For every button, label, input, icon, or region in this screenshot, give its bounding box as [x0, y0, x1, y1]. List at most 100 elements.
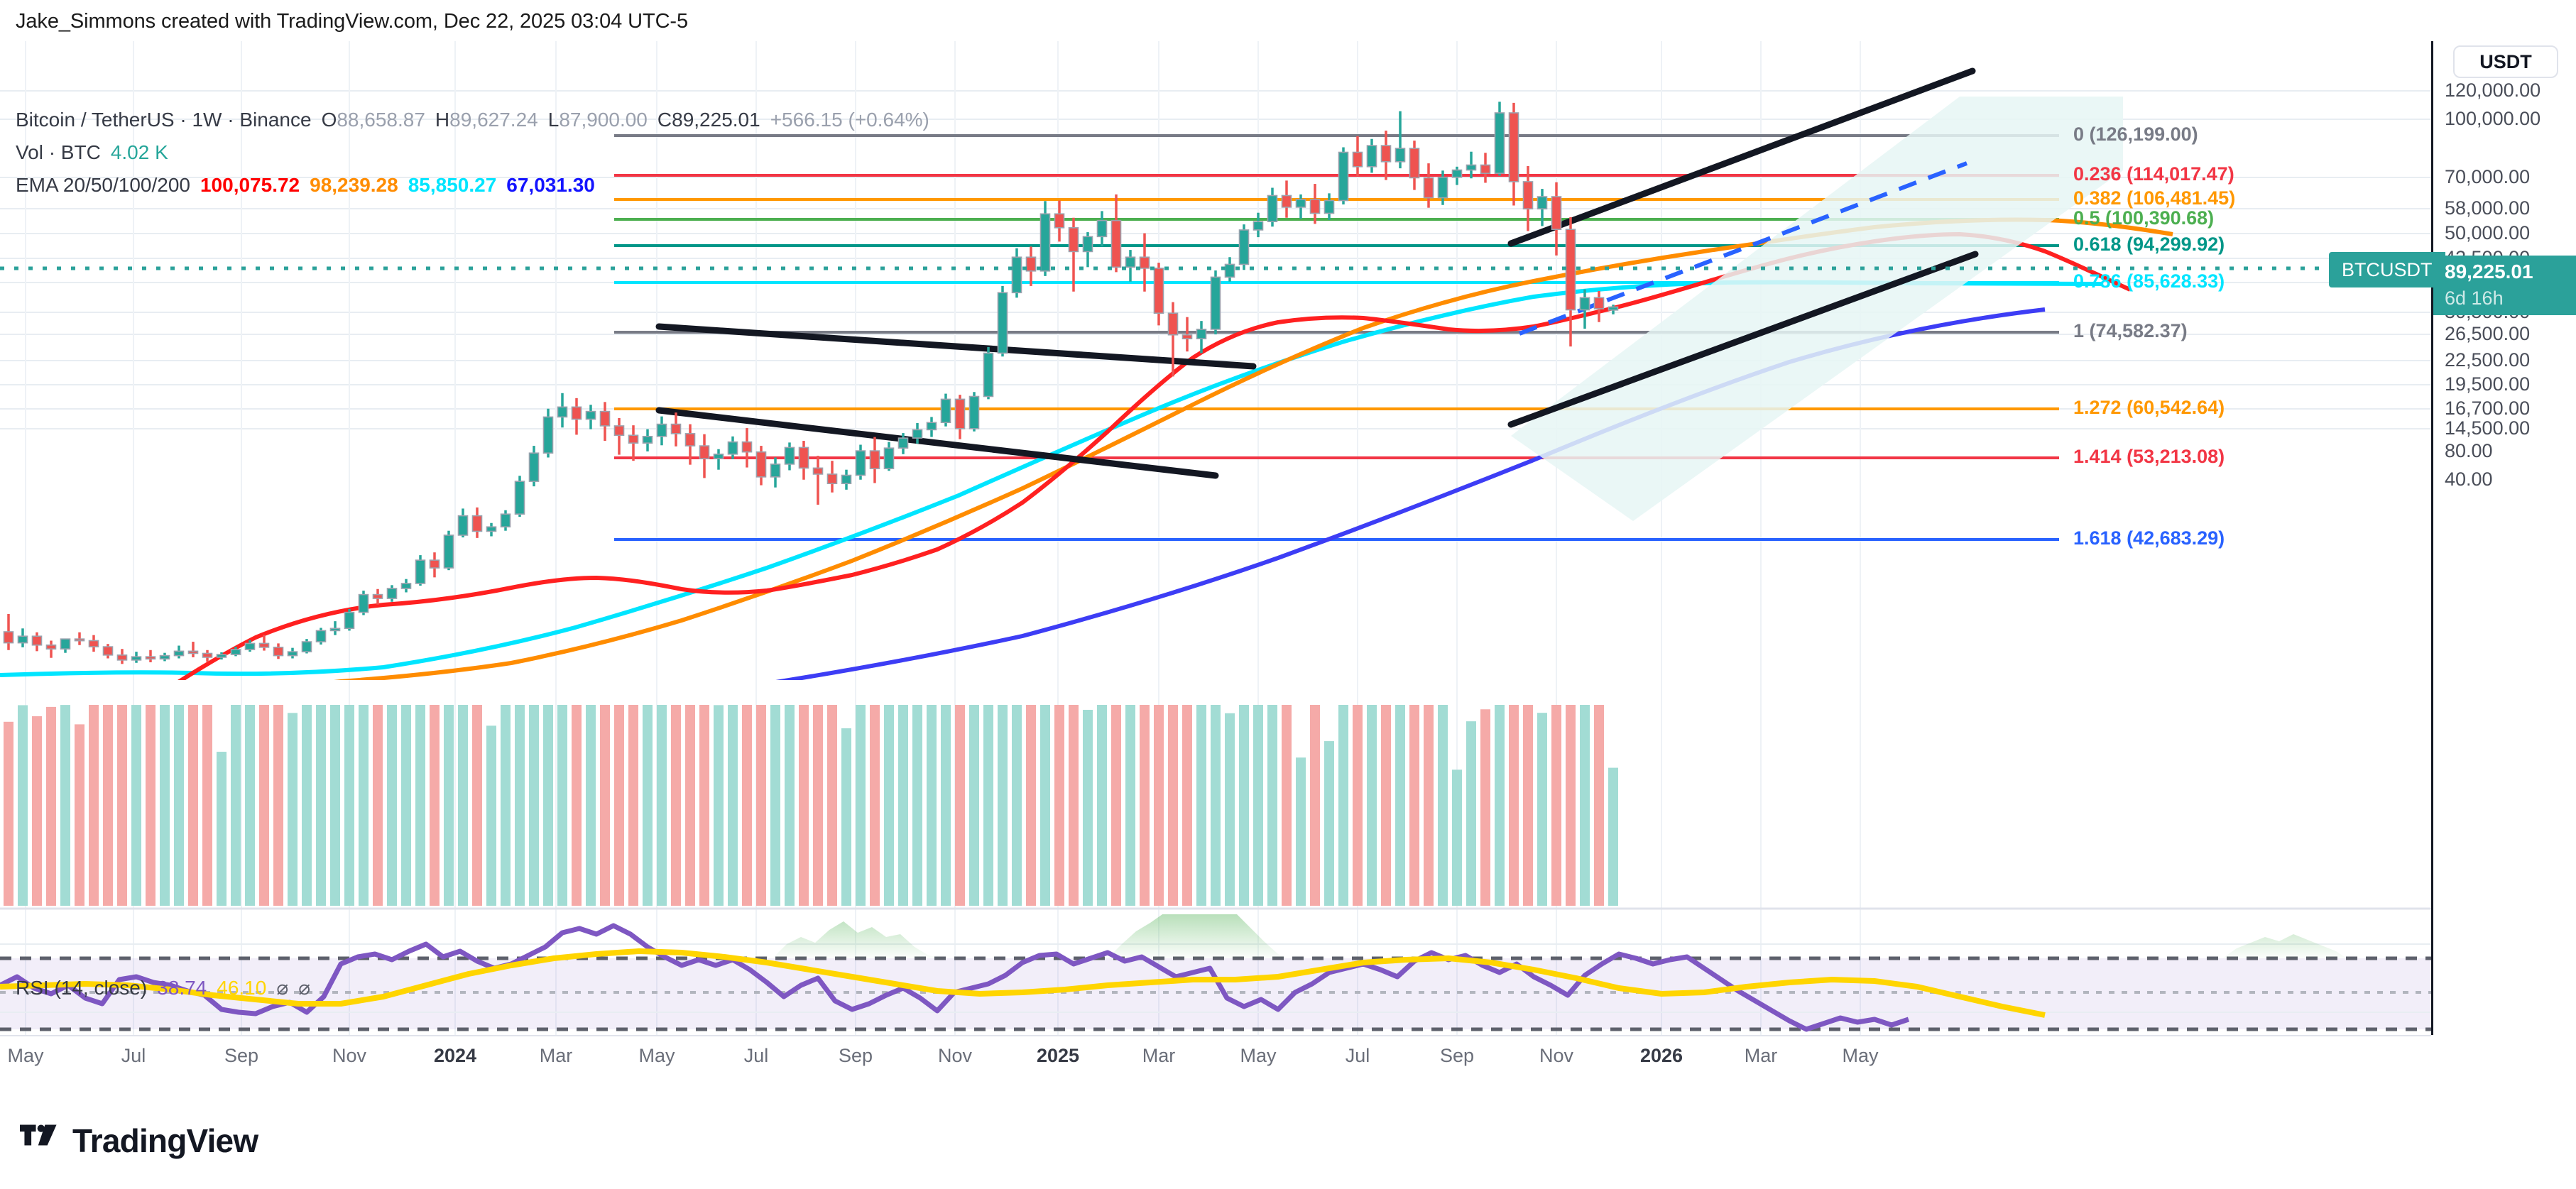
candle-body[interactable] — [784, 446, 795, 465]
candle-body[interactable] — [1522, 181, 1534, 210]
candle-body[interactable] — [31, 635, 43, 646]
candle-body[interactable] — [1281, 194, 1292, 208]
candle-body[interactable] — [869, 450, 880, 469]
candle-body[interactable] — [741, 441, 753, 453]
candle-body[interactable] — [954, 398, 966, 429]
candle-body[interactable] — [1025, 256, 1037, 272]
candle-body[interactable] — [486, 526, 497, 532]
candle-body[interactable] — [1480, 164, 1491, 175]
candle-body[interactable] — [131, 656, 142, 661]
candle-body[interactable] — [230, 649, 241, 655]
legend-exchange[interactable]: Binance — [239, 109, 312, 131]
candle-body[interactable] — [571, 406, 582, 420]
candle-body[interactable] — [17, 635, 28, 644]
candle-body[interactable] — [1054, 213, 1065, 229]
candle-body[interactable] — [116, 654, 128, 661]
candle-body[interactable] — [1224, 263, 1235, 278]
candle-body[interactable] — [1395, 148, 1406, 163]
candle-body[interactable] — [897, 437, 909, 449]
candle-body[interactable] — [429, 559, 440, 569]
candle-body[interactable] — [770, 464, 781, 478]
candle-body[interactable] — [74, 638, 85, 642]
candle-body[interactable] — [1593, 297, 1605, 309]
candle-body[interactable] — [642, 435, 653, 444]
time-axis[interactable]: May Jul Sep Nov 2024 Mar May Jul Sep Nov 2025 Mar Ma… — [0, 1035, 2431, 1078]
candle-body[interactable] — [3, 631, 14, 644]
candle-body[interactable] — [542, 416, 554, 454]
candle-body[interactable] — [912, 429, 923, 439]
candle-body[interactable] — [997, 292, 1008, 354]
candle-body[interactable] — [187, 650, 199, 654]
candle-body[interactable] — [798, 446, 809, 469]
candle-body[interactable] — [670, 423, 682, 434]
candle-body[interactable] — [88, 640, 99, 647]
candle-body[interactable] — [1039, 213, 1051, 272]
candle-body[interactable] — [315, 630, 327, 642]
candle-body[interactable] — [1608, 306, 1619, 311]
candle-body[interactable] — [1011, 256, 1022, 294]
candle-body[interactable] — [500, 513, 511, 528]
price-axis[interactable]: USDT 120,000.00 100,000.00 70,000.00 58,000… — [2431, 41, 2576, 1035]
candle-body[interactable] — [173, 650, 185, 657]
legend-interval[interactable]: 1W — [192, 109, 222, 131]
candle-body[interactable] — [1139, 256, 1150, 269]
candle-body[interactable] — [258, 642, 270, 648]
candle-body[interactable] — [1167, 312, 1179, 336]
candle-body[interactable] — [727, 441, 738, 455]
candle-body[interactable] — [273, 647, 284, 657]
candle-body[interactable] — [1437, 176, 1448, 199]
legend-volume-label[interactable]: Vol · BTC — [16, 141, 101, 163]
candle-body[interactable] — [1096, 219, 1108, 238]
candle-body[interactable] — [1565, 229, 1576, 311]
candle-body[interactable] — [1366, 145, 1377, 168]
candle-body[interactable] — [1153, 268, 1164, 314]
candle-body[interactable] — [713, 453, 724, 459]
candle-body[interactable] — [628, 434, 639, 444]
candle-body[interactable] — [684, 433, 696, 446]
candle-body[interactable] — [301, 641, 312, 652]
candle-body[interactable] — [244, 642, 256, 650]
currency-badge[interactable]: USDT — [2453, 45, 2558, 78]
candle-body[interactable] — [1451, 169, 1463, 178]
candle-body[interactable] — [1579, 297, 1590, 311]
candle-body[interactable] — [1252, 221, 1264, 231]
candle-body[interactable] — [528, 452, 540, 482]
candle-body[interactable] — [1082, 236, 1093, 253]
candle-body[interactable] — [1125, 256, 1136, 268]
candle-body[interactable] — [699, 445, 710, 459]
candle-body[interactable] — [1466, 164, 1477, 171]
candle-body[interactable] — [400, 583, 412, 589]
candle-body[interactable] — [613, 425, 625, 437]
chart-canvas[interactable]: Bitcoin / TetherUS · 1W · Binance O88,658… — [0, 41, 2445, 1035]
candle-body[interactable] — [855, 450, 866, 476]
candle-body[interactable] — [471, 515, 483, 532]
candle-body[interactable] — [287, 651, 298, 657]
candle-body[interactable] — [386, 588, 398, 599]
legend-symbol[interactable]: Bitcoin / TetherUS — [16, 109, 175, 131]
candle-body[interactable] — [1110, 219, 1122, 268]
candle-body[interactable] — [329, 628, 341, 632]
candle-body[interactable] — [1210, 276, 1221, 330]
candle-body[interactable] — [1324, 199, 1335, 214]
candle-body[interactable] — [1196, 329, 1207, 339]
candle-body[interactable] — [841, 474, 852, 485]
candle-body[interactable] — [599, 410, 611, 427]
candle-body[interactable] — [415, 559, 426, 584]
candle-body[interactable] — [344, 611, 355, 630]
candle-body[interactable] — [514, 481, 525, 515]
candle-body[interactable] — [145, 656, 156, 660]
candle-body[interactable] — [1537, 196, 1548, 210]
candle-body[interactable] — [1409, 148, 1420, 179]
candle-body[interactable] — [1423, 177, 1434, 199]
candle-body[interactable] — [1508, 112, 1519, 182]
candle-body[interactable] — [926, 422, 937, 431]
candle-body[interactable] — [755, 451, 767, 478]
candle-body[interactable] — [983, 352, 994, 398]
rsi-title[interactable]: RSI (14, close) — [16, 977, 148, 999]
candle-body[interactable] — [372, 593, 383, 599]
candle-body[interactable] — [102, 646, 114, 656]
candle-body[interactable] — [557, 406, 568, 418]
candle-body[interactable] — [60, 638, 71, 650]
candle-body[interactable] — [968, 395, 980, 429]
candle-body[interactable] — [1352, 151, 1363, 168]
